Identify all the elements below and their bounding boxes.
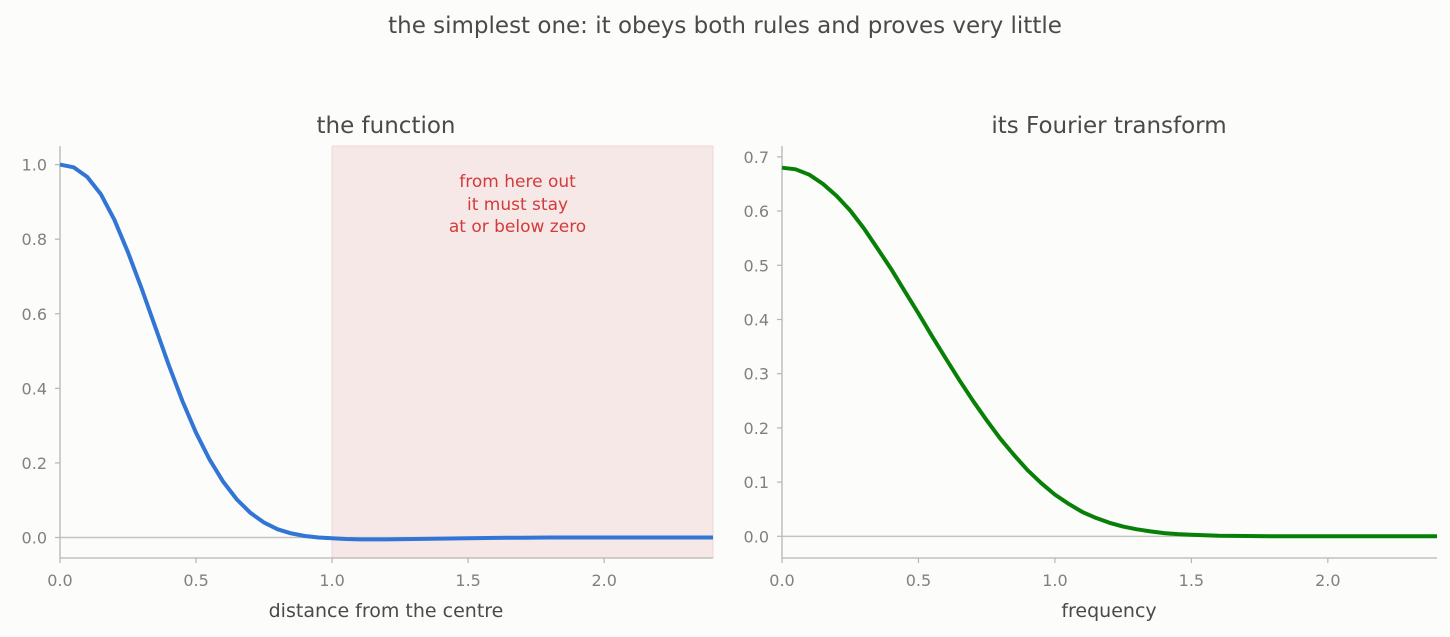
fourier-y-tick-label: 0.6 [744,202,769,221]
fourier-y-tick-label: 0.3 [744,365,769,384]
fourier-panel: 0.0 0.5 1.0 1.5 2.00.00.10.20.30.40.50.60.7 … [744,113,1437,622]
function-panel: from here out it must stay at or below z… [22,113,714,622]
function-x-tick-label: 1.0 [319,571,344,590]
figure-suptitle: the simplest one: it obeys both rules an… [388,13,1062,39]
function-x-axis-label: distance from the centre [269,600,504,622]
fourier-panel-title: its Fourier transform [991,113,1226,139]
function-panel-title: the function [316,113,455,139]
fourier-x-tick-label: 1.5 [1179,571,1204,590]
function-y-tick-label: 0.0 [22,528,47,547]
fourier-y-tick-label: 0.2 [744,419,769,438]
function-x-tick-label: 2.0 [591,571,616,590]
annotation-line-2: it must stay [467,195,568,215]
fourier-x-tick-label: 0.0 [769,571,794,590]
function-x-tick-label: 0.5 [183,571,208,590]
fourier-x-tick-label: 2.0 [1315,571,1340,590]
function-y-tick-label: 0.4 [22,379,47,398]
function-y-tick-label: 0.6 [22,305,47,324]
constraint-shaded-region [331,145,714,559]
fourier-y-tick-label: 0.4 [744,310,769,329]
fourier-axes: 0.0 0.5 1.0 1.5 2.0 0.0 0.1 0.2 0.3 0.4 0.5 0.6 0.7 [744,146,1437,590]
fourier-y-tick-label: 0.0 [744,527,769,546]
function-y-tick-label: 0.2 [22,454,47,473]
function-x-tick-label: 0.0 [47,571,72,590]
fourier-x-tick-label: 1.0 [1042,571,1067,590]
fourier-x-axis-label: frequency [1061,600,1156,622]
function-series-line [59,162,713,542]
function-y-tick-label: 0.8 [22,230,47,249]
fourier-x-tick-label: 0.5 [906,571,931,590]
fourier-y-tick-label: 0.1 [744,473,769,492]
fourier-y-tick-label: 0.7 [744,148,769,167]
function-x-tick-label: 1.5 [455,571,480,590]
function-axes: 0.0 0.5 1.0 1.5 2.0 0.0 0.2 0.4 0.6 0.8 1.0 [22,146,713,590]
fourier-y-tick-label: 0.5 [744,256,769,275]
annotation-line-3: at or below zero [449,217,586,237]
annotation-line-1: from here out [459,172,576,192]
function-y-tick-label: 1.0 [22,156,47,175]
fourier-series-line [781,165,1437,539]
